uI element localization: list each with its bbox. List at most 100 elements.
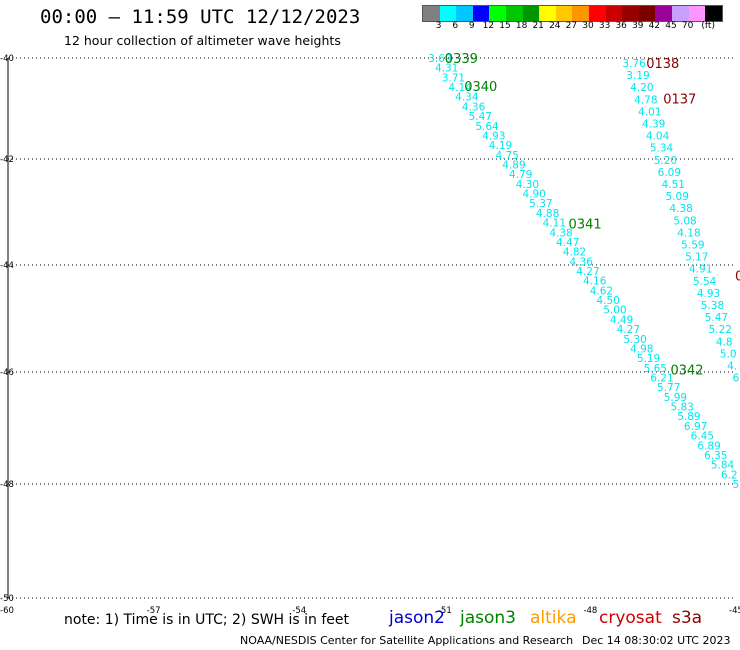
wave-height-value: 5.34 (650, 143, 674, 155)
wave-height-value: 4. (727, 361, 737, 373)
wave-height-value: 4.49 (610, 314, 633, 326)
wave-height-value: 4.36 (462, 101, 486, 113)
wave-height-value: 5.77 (657, 382, 680, 394)
color-scale-labels: 3 6 9 12 15 18 21 24 27 30 33 36 39 42 45 70 (ft) (422, 21, 740, 33)
wave-height-value: 3.69 (428, 53, 451, 65)
wave-height-value: 4.88 (536, 208, 559, 220)
wave-height-value: 5.30 (623, 334, 646, 346)
wave-height-value: 5.47 (469, 111, 492, 123)
lon-tick-label: -45 (729, 606, 740, 616)
wave-height-value: 4.14 (448, 82, 472, 94)
wave-height-value: 4.39 (642, 119, 665, 131)
wave-height-value: 4.11 (543, 218, 566, 230)
wave-height-value: 5 (733, 479, 740, 491)
color-scale-label: 21 (532, 21, 544, 31)
wave-height-value: 4.90 (522, 189, 545, 201)
wave-height-value: 4.04 (646, 131, 670, 143)
lat-tick-label: -40 (0, 54, 14, 64)
wave-height-value: 3.71 (442, 72, 465, 84)
wave-height-value: 4.34 (455, 92, 479, 104)
wave-height-value: 4.79 (509, 169, 532, 181)
wave-height-value: 5.22 (709, 324, 732, 336)
pass-time-label: 0340 (464, 80, 497, 95)
legend-item-jason2: jason2 (389, 608, 445, 628)
wave-height-value: 4.16 (583, 276, 607, 288)
wave-height-value: 5.84 (711, 460, 735, 472)
wave-height-value: 6.09 (658, 167, 681, 179)
wave-height-value: 5.65 (644, 363, 667, 375)
wave-height-value: 4.18 (677, 227, 700, 239)
pass-time-label: 0137 (663, 92, 696, 107)
wave-height-value: 5.99 (664, 392, 687, 404)
lat-tick-label: -46 (0, 368, 14, 378)
color-scale-label: 9 (468, 21, 475, 31)
wave-height-value: 4.98 (630, 343, 653, 355)
lon-tick-label: -48 (583, 606, 597, 616)
legend-item-cryosat: cryosat (599, 608, 662, 628)
wave-height-value: 4.38 (549, 227, 572, 239)
color-scale-label: 6 (452, 21, 459, 31)
pass-time-label: 0138 (646, 57, 679, 72)
color-swatch (688, 6, 706, 21)
color-scale-label: 24 (549, 21, 561, 31)
wave-height-value: 4.31 (435, 63, 458, 75)
wave-height-value: 4.47 (556, 237, 579, 249)
color-scale-label: 45 (665, 21, 677, 31)
wave-height-value: 4.27 (576, 266, 599, 278)
color-swatch (572, 6, 589, 21)
pass-time-label: 0341 (569, 218, 602, 233)
color-swatch (655, 6, 672, 21)
wave-height-value: 4.38 (669, 203, 692, 215)
lon-tick-label: -57 (147, 606, 161, 616)
color-scale-label: 18 (515, 21, 528, 31)
color-scale-label: (ft) (701, 21, 715, 31)
color-scale-label: 36 (615, 21, 627, 31)
wave-height-value: 4.27 (617, 324, 640, 336)
wave-height-value: 5.83 (670, 402, 693, 414)
pass-time-label: 0342 (670, 363, 703, 378)
page-title: 00:00 – 11:59 UTC 12/12/2023 (40, 6, 361, 28)
pass-time-label: 0339 (445, 52, 478, 67)
color-swatch (555, 6, 573, 21)
lat-tick-label: -44 (0, 261, 14, 271)
color-swatch (505, 6, 523, 21)
color-swatch (522, 6, 540, 21)
wave-height-value: 4.91 (689, 264, 712, 276)
color-swatch (638, 6, 656, 21)
lon-tick-label: -54 (292, 606, 306, 616)
color-scale-label: 3 (435, 21, 442, 31)
wave-height-value: 3.76 (622, 58, 646, 70)
page-subtitle: 12 hour collection of altimeter wave hei… (64, 33, 341, 48)
wave-height-value: 4.8 (716, 336, 733, 348)
wave-height-value: 6.21 (650, 373, 673, 385)
credit-line: NOAA/NESDIS Center for Satellite Applica… (240, 634, 574, 647)
color-scale-label: 15 (499, 21, 511, 31)
wave-height-value: 5.0 (720, 348, 737, 360)
legend-item-jason3: jason3 (460, 608, 516, 628)
color-scale-label: 39 (632, 21, 644, 31)
wave-height-value: 4.78 (634, 94, 657, 106)
wave-height-value: 5.38 (701, 300, 724, 312)
color-scale-label: 70 (681, 21, 694, 31)
wave-height-value: 5.09 (666, 191, 689, 203)
wave-height-value: 4.50 (596, 295, 619, 307)
wave-height-value: 5.59 (681, 240, 704, 252)
footnote: note: 1) Time is in UTC; 2) SWH is in fe… (64, 612, 350, 628)
wave-height-value: 6 (733, 373, 740, 385)
color-swatch (671, 6, 689, 21)
color-swatch (472, 6, 490, 21)
wave-height-value: 4.01 (638, 106, 661, 118)
wave-height-value: 4.19 (489, 140, 512, 152)
wave-height-value: 5.17 (685, 252, 708, 264)
legend-item-s3a: s3a (672, 608, 703, 628)
wave-height-value: 5.00 (603, 305, 626, 317)
color-swatch (622, 6, 639, 21)
color-swatch (456, 6, 473, 21)
wave-height-value: 4.82 (563, 247, 586, 259)
color-swatch (423, 6, 440, 21)
wave-height-value: 4.93 (697, 288, 720, 300)
lat-tick-label: -42 (0, 155, 14, 165)
wave-height-value: 5.37 (529, 198, 552, 210)
color-swatch (605, 6, 623, 21)
wave-height-value: 5.47 (705, 312, 728, 324)
